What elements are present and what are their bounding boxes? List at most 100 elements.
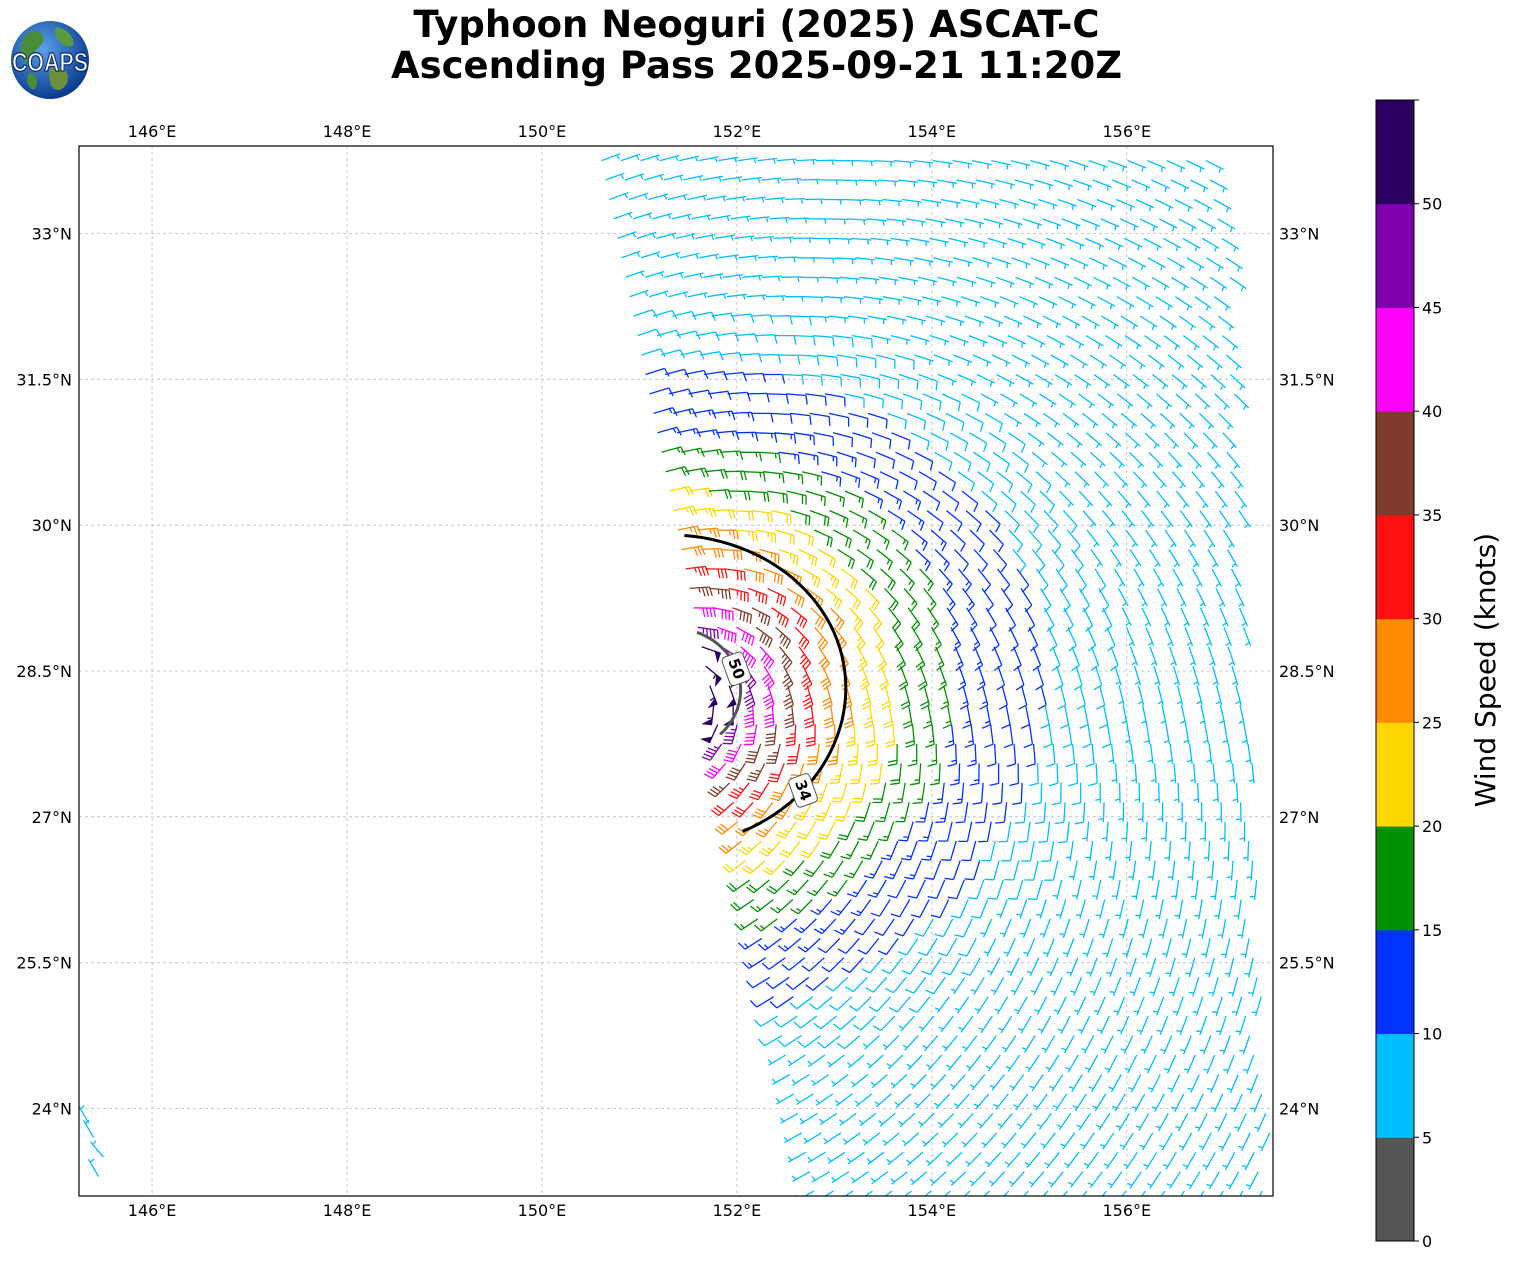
wind-barb xyxy=(918,821,934,842)
wind-barb xyxy=(1239,1190,1244,1196)
wind-barb xyxy=(781,373,805,385)
wind-barb xyxy=(925,724,935,748)
wind-barb xyxy=(1242,627,1252,647)
wind-barb xyxy=(1028,529,1043,553)
wind-barb xyxy=(1109,646,1119,672)
wind-barb xyxy=(903,587,918,612)
wind-barb xyxy=(857,937,880,955)
wind-barb xyxy=(728,782,750,800)
wind-barb xyxy=(693,607,717,618)
wind-barb xyxy=(772,801,793,820)
wind-barb xyxy=(1012,549,1027,573)
wind-barb xyxy=(1088,860,1098,881)
wind-barb xyxy=(755,529,777,544)
lat-tick-label-right: 25.5°N xyxy=(1279,954,1335,973)
wind-barb xyxy=(1019,296,1039,309)
wind-barb xyxy=(1055,899,1067,919)
wind-barb xyxy=(687,291,708,299)
wind-barb xyxy=(1010,976,1024,996)
wind-barb xyxy=(1102,607,1113,633)
wind-barb xyxy=(815,1190,834,1196)
wind-barb xyxy=(1073,996,1087,1016)
wind-barb xyxy=(1215,1015,1227,1036)
wind-barb xyxy=(1140,510,1155,528)
wind-barb xyxy=(1190,276,1209,292)
wind-barb xyxy=(859,276,880,285)
wind-barb xyxy=(815,1093,834,1106)
wind-barb xyxy=(834,802,852,822)
wind-barb xyxy=(992,782,1004,805)
wind-barb xyxy=(994,996,1009,1015)
wind-barb xyxy=(938,665,948,691)
wind-barb xyxy=(1117,490,1132,508)
wind-barb xyxy=(930,432,949,451)
wind-barb xyxy=(957,1112,974,1129)
wind-barb xyxy=(1065,841,1074,861)
wind-barb xyxy=(890,899,911,918)
wind-barb xyxy=(1044,1151,1060,1169)
wind-barb xyxy=(902,1132,920,1147)
wind-barb xyxy=(829,763,844,784)
wind-barb xyxy=(1206,451,1222,469)
wind-barb xyxy=(1010,159,1031,170)
wind-barb xyxy=(930,529,947,552)
wind-barb xyxy=(799,1112,818,1125)
lon-tick-label-top: 148°E xyxy=(323,122,372,141)
wind-barb xyxy=(969,1171,986,1187)
wind-barb xyxy=(761,275,782,282)
wind-barb xyxy=(835,159,856,166)
wind-barb xyxy=(810,899,833,916)
colorbar-bin xyxy=(1376,514,1414,620)
wind-barb xyxy=(949,1171,967,1186)
wind-barb xyxy=(841,957,864,974)
wind-barb xyxy=(1090,646,1100,672)
wind-barb xyxy=(1234,1113,1247,1132)
wind-barb xyxy=(1238,704,1245,725)
wind-barb xyxy=(1151,879,1160,900)
wind-barb xyxy=(1032,646,1042,672)
wind-barb xyxy=(1030,159,1050,171)
wind-barb xyxy=(1198,315,1216,331)
wind-barb xyxy=(1192,665,1200,686)
wind-barb xyxy=(1118,685,1125,706)
wind-barb xyxy=(1023,938,1036,958)
wind-barb xyxy=(841,568,859,590)
wind-barb xyxy=(1021,1035,1036,1053)
wind-barb xyxy=(1216,802,1223,823)
wind-barb xyxy=(866,1151,885,1165)
wind-barb xyxy=(876,548,893,571)
wind-barb xyxy=(726,293,747,300)
wind-barb xyxy=(805,724,816,748)
wind-barb xyxy=(811,1171,830,1183)
wind-barb xyxy=(935,646,945,671)
wind-barb xyxy=(941,393,961,412)
wind-barb xyxy=(989,627,1000,652)
wind-barb xyxy=(1207,1074,1220,1094)
wind-barb xyxy=(999,198,1019,209)
wind-barb xyxy=(862,1132,881,1146)
wind-barb xyxy=(83,1119,95,1139)
wind-barb xyxy=(829,607,845,631)
wind-barb xyxy=(724,568,746,581)
wind-barb xyxy=(1120,412,1138,429)
lat-tick-label-right: 31.5°N xyxy=(1279,370,1335,389)
wind-barb-pennant xyxy=(726,697,737,709)
wind-barb xyxy=(1037,685,1047,710)
wind-barb xyxy=(1160,821,1168,842)
wind-barb xyxy=(1238,607,1248,627)
wind-barb xyxy=(1050,257,1070,270)
wind-barb xyxy=(1044,860,1059,881)
lat-tick-label-left: 24°N xyxy=(32,1100,72,1119)
wind-barb xyxy=(860,471,880,489)
wind-barb xyxy=(1250,1093,1263,1113)
wind-barb xyxy=(867,879,887,898)
wind-barb xyxy=(1167,1074,1181,1093)
wind-barb xyxy=(777,256,798,263)
wind-barb xyxy=(785,976,810,991)
wind-barb xyxy=(956,179,977,189)
wind-barb xyxy=(996,665,1006,691)
wind-barb xyxy=(1041,840,1055,862)
wind-barb xyxy=(809,509,830,527)
wind-barb xyxy=(1111,879,1121,900)
wind-barb xyxy=(1057,198,1077,210)
